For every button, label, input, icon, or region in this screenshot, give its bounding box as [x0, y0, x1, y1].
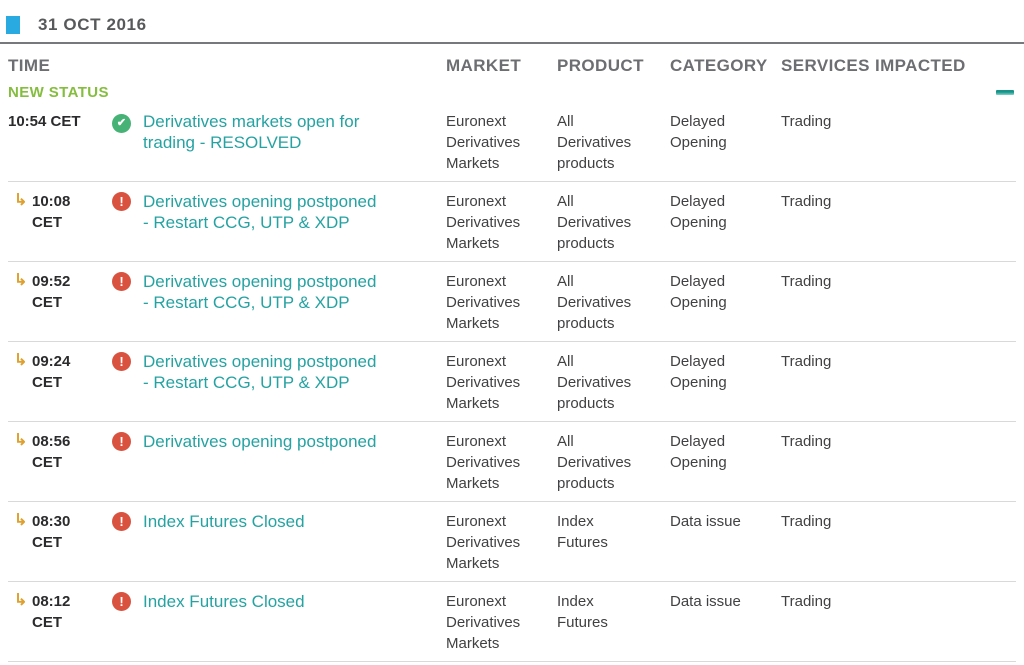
collapse-minus-icon[interactable] — [996, 89, 1014, 95]
row-services: Trading — [781, 193, 832, 210]
row-status-icon-cell: ! — [104, 591, 143, 661]
row-time: ↳ 09:52 CET — [8, 271, 104, 341]
sub-status-arrow-icon: ↳ — [14, 432, 28, 449]
row-market: Euronext Derivatives Markets — [446, 513, 521, 572]
row-category: Delayed Opening — [670, 193, 727, 231]
error-exclamation-icon: ! — [112, 592, 131, 611]
table-row: ↳ 08:12 CET ! Index Futures Closed Euron… — [8, 582, 1016, 662]
date-header: 31 OCT 2016 — [0, 0, 1024, 35]
row-category: Delayed Opening — [670, 273, 727, 311]
time-label: 09:24 CET — [32, 353, 71, 391]
table-row: ↳ 10:08 CET ! Derivatives opening postpo… — [8, 182, 1016, 262]
sub-status-arrow-icon: ↳ — [14, 272, 28, 289]
row-services: Trading — [781, 593, 832, 610]
table-row: ↳ 09:52 CET ! Derivatives opening postpo… — [8, 262, 1016, 342]
date-divider — [0, 42, 1024, 44]
table-row: ↳ 09:24 CET ! Derivatives opening postpo… — [8, 342, 1016, 422]
status-title-link[interactable]: Derivatives opening postponed - Restart … — [143, 272, 377, 312]
column-header-services: SERVICES IMPACTED — [781, 56, 966, 75]
row-product: All Derivatives products — [557, 113, 632, 172]
row-status-icon-cell: ! — [104, 191, 143, 261]
sub-status-arrow-icon: ↳ — [14, 512, 28, 529]
status-title-link[interactable]: Derivatives opening postponed — [143, 432, 377, 451]
row-time: 10:54 CET — [8, 111, 104, 181]
row-services: Trading — [781, 433, 832, 450]
time-label: 10:08 CET — [32, 193, 71, 231]
row-market: Euronext Derivatives Markets — [446, 273, 521, 332]
row-services: Trading — [781, 353, 832, 370]
row-time: ↳ 09:24 CET — [8, 351, 104, 421]
row-status-icon-cell: ! — [104, 271, 143, 341]
time-label: 08:56 CET — [32, 433, 71, 471]
status-title-link[interactable]: Derivatives markets open for trading - R… — [143, 112, 360, 152]
column-header-product: PRODUCT — [557, 56, 644, 75]
error-exclamation-icon: ! — [112, 192, 131, 211]
column-header-time: TIME — [8, 56, 51, 75]
row-time: ↳ 10:08 CET — [8, 191, 104, 261]
row-product: Index Futures — [557, 513, 608, 551]
row-product: Index Futures — [557, 593, 608, 631]
table-row: 10:54 CET ✔ Derivatives markets open for… — [8, 102, 1016, 182]
table-row: ↳ 08:30 CET ! Index Futures Closed Euron… — [8, 502, 1016, 582]
row-category: Data issue — [670, 593, 741, 610]
row-product: All Derivatives products — [557, 433, 632, 492]
row-services: Trading — [781, 273, 832, 290]
row-product: All Derivatives products — [557, 273, 632, 332]
row-time: ↳ 08:56 CET — [8, 431, 104, 501]
error-exclamation-icon: ! — [112, 512, 131, 531]
row-category: Delayed Opening — [670, 433, 727, 471]
table-header-row: TIME MARKET PRODUCT CATEGORY SERVICES IM… — [0, 44, 1024, 76]
row-market: Euronext Derivatives Markets — [446, 593, 521, 652]
time-label: 08:12 CET — [32, 593, 71, 631]
status-title-link[interactable]: Derivatives opening postponed - Restart … — [143, 352, 377, 392]
column-header-market: MARKET — [446, 56, 522, 75]
status-title-link[interactable]: Derivatives opening postponed - Restart … — [143, 192, 377, 232]
new-status-bar: NEW STATUS — [0, 76, 1024, 102]
row-services: Trading — [781, 113, 832, 130]
date-bullet-icon — [6, 16, 20, 34]
row-status-icon-cell: ✔ — [104, 111, 143, 181]
row-status-icon-cell: ! — [104, 431, 143, 501]
sub-status-arrow-icon: ↳ — [14, 192, 28, 209]
row-status-icon-cell: ! — [104, 351, 143, 421]
row-market: Euronext Derivatives Markets — [446, 193, 521, 252]
error-exclamation-icon: ! — [112, 352, 131, 371]
row-category: Data issue — [670, 513, 741, 530]
resolved-check-icon: ✔ — [112, 114, 131, 133]
status-title-link[interactable]: Index Futures Closed — [143, 592, 305, 611]
error-exclamation-icon: ! — [112, 432, 131, 451]
row-status-icon-cell: ! — [104, 511, 143, 581]
date-title: 31 OCT 2016 — [38, 15, 147, 34]
table-row: ↳ 08:56 CET ! Derivatives opening postpo… — [8, 422, 1016, 502]
time-label: 08:30 CET — [32, 513, 71, 551]
status-title-link[interactable]: Index Futures Closed — [143, 512, 305, 531]
new-status-label: NEW STATUS — [8, 83, 109, 101]
row-category: Delayed Opening — [670, 113, 727, 151]
row-market: Euronext Derivatives Markets — [446, 353, 521, 412]
status-rows: 10:54 CET ✔ Derivatives markets open for… — [0, 102, 1024, 662]
row-market: Euronext Derivatives Markets — [446, 433, 521, 492]
row-market: Euronext Derivatives Markets — [446, 113, 521, 172]
row-product: All Derivatives products — [557, 353, 632, 412]
row-services: Trading — [781, 513, 832, 530]
row-product: All Derivatives products — [557, 193, 632, 252]
sub-status-arrow-icon: ↳ — [14, 592, 28, 609]
column-header-category: CATEGORY — [670, 56, 768, 75]
time-label: 10:54 CET — [8, 113, 81, 130]
row-time: ↳ 08:30 CET — [8, 511, 104, 581]
row-time: ↳ 08:12 CET — [8, 591, 104, 661]
sub-status-arrow-icon: ↳ — [14, 352, 28, 369]
time-label: 09:52 CET — [32, 273, 71, 311]
row-category: Delayed Opening — [670, 353, 727, 391]
error-exclamation-icon: ! — [112, 272, 131, 291]
